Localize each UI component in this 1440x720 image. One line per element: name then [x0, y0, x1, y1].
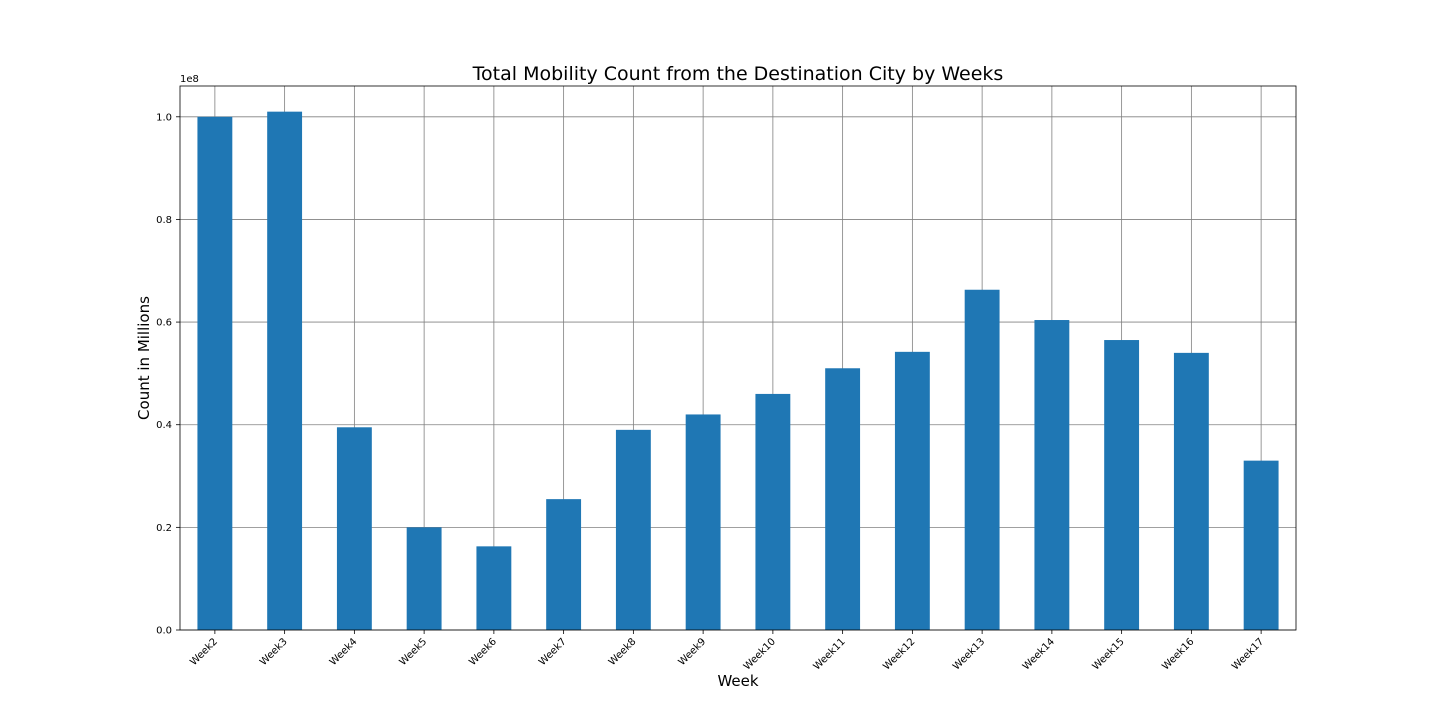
x-tick-label: Week17 — [1230, 636, 1266, 672]
bar-week2 — [197, 116, 233, 630]
bar-week8 — [615, 429, 651, 630]
y-tick-label: 1.0 — [156, 112, 172, 123]
y-tick-label: 0.2 — [156, 523, 172, 534]
x-tick-label: Week2 — [188, 636, 220, 668]
chart-title: Total Mobility Count from the Destinatio… — [472, 63, 1004, 85]
x-tick-label: Week12 — [881, 636, 917, 672]
x-axis-ticks: Week2 Week3 Week4 Week5 Week6 Week7 Week8 Week9… — [188, 630, 1266, 672]
bar-week17 — [1243, 460, 1279, 630]
x-tick-label: Week8 — [607, 636, 639, 668]
bar-week3 — [267, 111, 303, 630]
bar-week16 — [1173, 352, 1209, 630]
y-tick-label: 0.0 — [156, 626, 172, 637]
bar-week5 — [406, 527, 442, 630]
y-axis-offset-label: 1e8 — [180, 74, 199, 85]
x-tick-label: Week16 — [1160, 636, 1196, 672]
bar-week10 — [755, 393, 791, 630]
bar-week7 — [546, 499, 582, 630]
bar-week4 — [336, 427, 372, 630]
y-tick-label: 0.6 — [156, 318, 172, 329]
x-tick-label: Week15 — [1091, 636, 1127, 672]
bar-week6 — [476, 546, 512, 630]
x-tick-label: Week5 — [398, 636, 430, 668]
bar-week14 — [1034, 320, 1070, 630]
bar-week15 — [1104, 340, 1140, 630]
y-axis-ticks: 0.0 0.2 0.4 0.6 0.8 1.0 — [156, 112, 180, 637]
x-tick-label: Week3 — [258, 636, 290, 668]
y-tick-label: 0.4 — [156, 420, 172, 431]
x-tick-label: Week10 — [742, 636, 778, 672]
bar-week12 — [894, 351, 930, 630]
bar-week9 — [685, 414, 721, 630]
x-tick-label: Week7 — [537, 636, 569, 668]
bars — [197, 111, 1279, 630]
x-tick-label: Week9 — [677, 636, 709, 668]
x-tick-label: Week11 — [812, 636, 848, 672]
y-axis-label: Count in Millions — [135, 296, 153, 420]
bar-week13 — [964, 289, 1000, 630]
y-tick-label: 0.8 — [156, 215, 172, 226]
x-axis-label: Week — [717, 672, 758, 690]
x-tick-label: Week4 — [328, 636, 360, 668]
x-tick-label: Week6 — [467, 636, 499, 668]
x-tick-label: Week14 — [1021, 636, 1057, 672]
x-tick-label: Week13 — [951, 636, 987, 672]
plot-frame — [179, 85, 1297, 631]
bar-week11 — [825, 368, 861, 630]
